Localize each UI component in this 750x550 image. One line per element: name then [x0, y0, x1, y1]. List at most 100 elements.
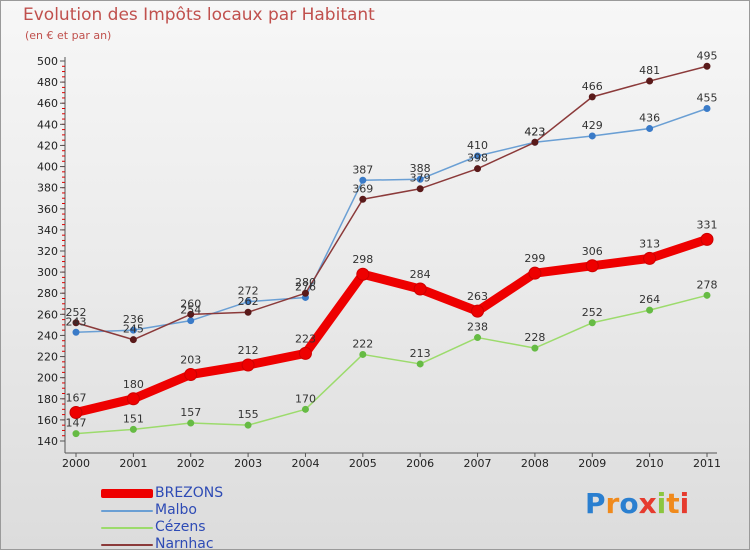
y-tick-label: 140	[37, 435, 58, 448]
data-point	[69, 406, 83, 419]
data-label: 223	[295, 332, 316, 345]
data-label: 252	[66, 306, 87, 319]
logo-letter: r	[605, 487, 620, 520]
data-point	[416, 185, 424, 193]
data-point	[474, 334, 482, 342]
x-tick-label: 2000	[62, 457, 90, 470]
x-tick-label: 2003	[234, 457, 262, 470]
data-label: 157	[180, 406, 201, 419]
data-label: 387	[352, 163, 373, 176]
data-label: 263	[467, 290, 488, 303]
data-point	[585, 259, 599, 273]
data-label: 212	[238, 344, 259, 357]
data-point	[700, 232, 714, 246]
data-point	[703, 105, 711, 112]
series-line-brezons	[71, 234, 712, 417]
data-label: 284	[410, 268, 431, 281]
data-point	[646, 306, 654, 314]
data-label: 369	[352, 182, 373, 195]
data-point	[244, 298, 252, 306]
logo-letter: o	[619, 487, 639, 520]
legend-item: BREZONS	[101, 485, 301, 502]
data-point	[588, 132, 596, 140]
data-point	[359, 350, 367, 358]
legend-swatch	[101, 509, 153, 512]
data-point	[646, 125, 654, 133]
data-point	[301, 405, 309, 413]
data-point	[413, 282, 427, 296]
legend-swatch	[101, 543, 153, 546]
data-point	[129, 336, 137, 344]
legend-swatch	[101, 489, 153, 498]
x-tick-label: 2010	[636, 457, 664, 470]
data-point	[531, 138, 539, 146]
data-label: 245	[123, 323, 144, 336]
data-label: 236	[123, 313, 144, 326]
legend-label: Narnhac	[155, 536, 214, 550]
data-label: 313	[639, 237, 660, 250]
data-label: 388	[410, 162, 431, 175]
data-label: 299	[524, 252, 545, 265]
data-label: 379	[410, 172, 431, 185]
y-tick-label: 300	[37, 266, 58, 279]
data-point	[588, 93, 596, 101]
data-point	[474, 165, 482, 173]
data-label: 147	[66, 417, 87, 430]
legend-label: Cézens	[155, 519, 206, 535]
data-label: 423	[524, 125, 545, 138]
data-point	[187, 310, 195, 318]
y-tick-label: 340	[37, 224, 58, 237]
series-line-czens	[75, 294, 708, 435]
data-point	[359, 195, 367, 203]
legend-swatch	[101, 526, 153, 529]
y-tick-label: 220	[37, 351, 58, 364]
data-point	[471, 304, 485, 318]
y-tick-label: 440	[37, 118, 58, 131]
data-label: 306	[582, 245, 603, 258]
x-tick-label: 2005	[349, 457, 377, 470]
data-label: 203	[180, 354, 201, 367]
chart-title: Evolution des Impôts locaux par Habitant	[23, 5, 375, 25]
data-label: 410	[467, 139, 488, 152]
data-point	[474, 152, 482, 160]
legend-label: BREZONS	[155, 485, 224, 501]
series-line-malbo	[75, 107, 708, 334]
data-label: 398	[467, 152, 488, 165]
x-tick-label: 2004	[291, 457, 319, 470]
data-point	[703, 291, 711, 299]
proxiti-logo: Proxiti	[585, 487, 689, 520]
legend-item: Cézens	[101, 519, 301, 536]
data-point	[129, 425, 137, 433]
x-tick-label: 2002	[177, 457, 205, 470]
data-label: 280	[295, 276, 316, 289]
series-line-narnhac	[75, 65, 708, 341]
data-point	[129, 326, 137, 334]
data-label: 222	[352, 337, 373, 350]
chart-subtitle: (en € et par an)	[25, 29, 112, 42]
x-tick-label: 2007	[464, 457, 492, 470]
data-label: 238	[467, 321, 488, 334]
data-point	[416, 360, 424, 368]
x-tick-label: 2009	[578, 457, 606, 470]
legend: BREZONS Malbo Cézens Narnhac	[101, 485, 301, 550]
data-point	[356, 267, 370, 281]
y-tick-label: 420	[37, 139, 58, 152]
logo-letter: P	[585, 487, 606, 520]
data-label: 254	[180, 304, 201, 317]
data-point	[72, 430, 80, 438]
data-label: 260	[180, 297, 201, 310]
data-point	[703, 62, 711, 70]
y-tick-label: 360	[37, 203, 58, 216]
data-label: 276	[295, 280, 316, 293]
x-tick-label: 2001	[119, 457, 147, 470]
data-label: 213	[410, 347, 431, 360]
y-tick-label: 260	[37, 308, 58, 321]
data-point	[416, 175, 424, 183]
logo-letter: i	[656, 487, 667, 520]
data-point	[72, 319, 80, 327]
y-tick-label: 160	[37, 414, 58, 427]
data-label: 264	[639, 293, 660, 306]
y-tick-label: 180	[37, 393, 58, 406]
data-point	[643, 251, 657, 265]
data-label: 481	[639, 64, 660, 77]
